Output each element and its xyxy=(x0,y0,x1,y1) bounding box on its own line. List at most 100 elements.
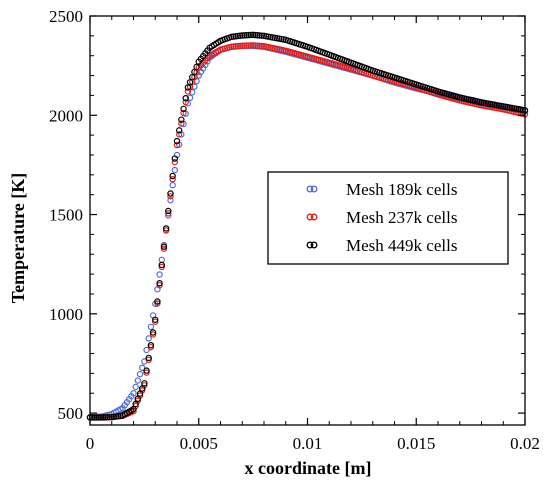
series-3-marker xyxy=(191,68,198,76)
series-3-marker xyxy=(147,341,155,349)
series-3-marker xyxy=(106,413,113,421)
x-tick-label: 0.015 xyxy=(397,434,435,453)
series-3-marker xyxy=(258,32,266,39)
legend-marker xyxy=(306,185,314,193)
series-3-marker xyxy=(175,127,183,134)
series-2-marker xyxy=(175,131,183,138)
legend-label: Mesh 189k cells xyxy=(346,180,457,199)
series-3-marker xyxy=(165,207,172,215)
series-2-marker xyxy=(147,343,155,351)
series-2-marker xyxy=(180,109,187,117)
axes: 0 0.005 0.01 0.015 0.02 500 1000 1500 2000 2500 xyxy=(49,7,540,453)
series-3-marker xyxy=(173,137,181,145)
series-1-marker xyxy=(136,370,144,378)
legend-marker xyxy=(310,241,318,249)
series-1-marker xyxy=(169,181,176,189)
series-2-marker xyxy=(252,42,259,49)
series-2-marker xyxy=(149,331,157,338)
series-3-marker xyxy=(167,190,174,197)
series-3-marker xyxy=(184,84,192,91)
legend-marker xyxy=(306,213,314,221)
series-3-marker xyxy=(152,316,159,323)
series-2-marker xyxy=(171,158,179,166)
series-3-marker xyxy=(145,354,152,362)
y-tick-label: 1000 xyxy=(49,305,83,324)
series-2-marker xyxy=(173,141,181,149)
series-2-marker xyxy=(249,42,257,49)
series-3-marker xyxy=(97,414,105,421)
series-2-marker xyxy=(160,245,168,252)
series-1-marker xyxy=(134,377,142,384)
series-3-marker xyxy=(239,32,246,39)
series-3-marker xyxy=(247,31,255,39)
series-2-marker xyxy=(182,98,189,106)
series-3-marker xyxy=(245,31,252,39)
series-2-marker xyxy=(156,282,163,289)
series-3-marker xyxy=(178,116,185,123)
series-2-marker xyxy=(154,300,161,307)
series-3-marker xyxy=(254,32,261,39)
series-3-marker xyxy=(158,261,165,269)
y-tick-label: 2000 xyxy=(49,106,83,125)
series-1-marker xyxy=(147,323,155,331)
series-1-marker xyxy=(143,346,150,354)
series-3 xyxy=(86,31,529,421)
series-3-marker xyxy=(186,79,194,86)
series-3-marker xyxy=(134,395,142,402)
series-3-marker xyxy=(93,414,100,421)
legend-marker xyxy=(310,213,318,221)
series-3-marker xyxy=(154,298,161,305)
series-3-marker xyxy=(156,280,163,287)
y-tick-label: 2500 xyxy=(49,7,83,26)
series-2-marker xyxy=(234,42,242,50)
plot-area xyxy=(86,31,529,421)
series-1-marker xyxy=(171,166,179,174)
series-3-marker xyxy=(136,390,144,397)
legend-label: Mesh 237k cells xyxy=(346,208,457,227)
series-2-marker xyxy=(158,263,165,271)
series-3-marker xyxy=(243,32,250,39)
series-2-marker xyxy=(230,43,237,50)
series-3-marker xyxy=(149,329,157,336)
series-2-marker xyxy=(145,356,152,364)
series-2-marker xyxy=(169,175,176,183)
series-3-marker xyxy=(102,414,109,421)
series-2-marker xyxy=(143,369,150,376)
series-2-marker xyxy=(152,318,159,325)
series-1-marker xyxy=(138,364,146,372)
series-1-marker xyxy=(165,212,172,219)
series-2-marker xyxy=(243,42,250,49)
series-1-marker xyxy=(189,89,196,96)
series-1-marker xyxy=(132,383,139,391)
series-2-marker xyxy=(247,42,255,49)
series-3-marker xyxy=(180,105,187,113)
series-2-marker xyxy=(239,42,246,49)
series-3-marker xyxy=(241,32,248,39)
series-1-marker xyxy=(158,256,165,264)
legend-marker xyxy=(310,185,318,193)
series-2-marker xyxy=(228,43,235,50)
x-tick-label: 0.005 xyxy=(180,434,218,453)
legend-label: Mesh 449k cells xyxy=(346,236,457,255)
series-2-marker xyxy=(254,42,261,49)
series-2-marker xyxy=(236,42,244,50)
series-3-marker xyxy=(171,155,179,162)
series-3-marker xyxy=(162,225,170,232)
series-3-marker xyxy=(143,367,150,374)
series-2-marker xyxy=(241,42,248,49)
series-3-marker xyxy=(99,414,107,421)
series-3-marker xyxy=(189,73,196,81)
series-3-marker xyxy=(138,385,146,392)
y-tick-label: 500 xyxy=(58,404,84,423)
series-3-marker xyxy=(95,414,102,421)
series-2-marker xyxy=(165,210,172,217)
series-1-marker xyxy=(145,335,152,342)
series-3-marker xyxy=(91,414,98,421)
series-3-marker xyxy=(169,172,176,180)
series-2-marker xyxy=(232,43,239,50)
series-1-marker xyxy=(130,390,137,397)
series-2-marker xyxy=(178,120,185,127)
series-3-marker xyxy=(130,405,137,413)
series-2-marker xyxy=(258,42,266,50)
